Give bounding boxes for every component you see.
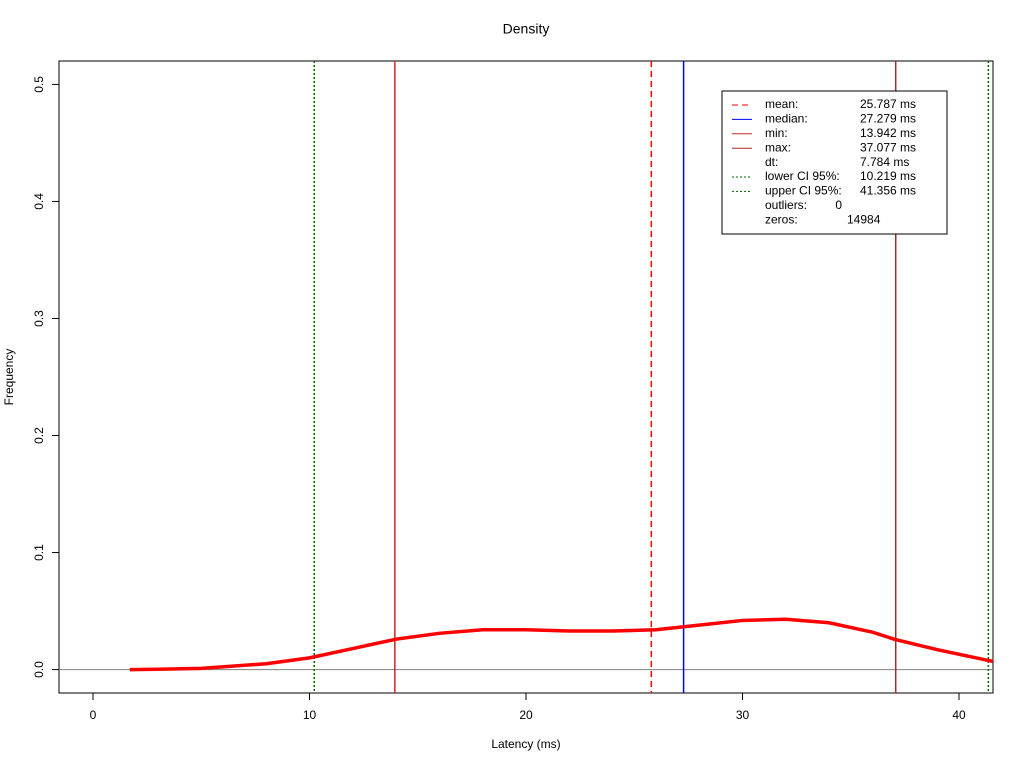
legend-value: 27.279 ms [860,112,916,126]
y-tick-label: 0.0 [32,661,46,678]
x-tick-label: 20 [519,708,533,722]
legend-label: outliers: [765,198,807,212]
legend-value: 13.942 ms [860,126,916,140]
legend-label: lower CI 95%: [765,169,840,183]
legend-value: 14984 [847,212,881,226]
legend-value: 25.787 ms [860,97,916,111]
y-tick-label: 0.5 [32,76,46,93]
y-tick-label: 0.1 [32,544,46,561]
x-tick-label: 40 [952,708,966,722]
x-tick-label: 10 [303,708,317,722]
legend-label: zeros: [765,212,798,226]
x-tick-label: 0 [90,708,97,722]
y-axis-label: Frequency [2,349,16,406]
legend-box [721,90,948,235]
x-axis-label: Latency (ms) [491,737,560,751]
legend-value: 41.356 ms [860,184,916,198]
legend-value: 7.784 ms [860,155,909,169]
legend-label: dt: [765,155,778,169]
legend-value: 10.219 ms [860,169,916,183]
chart-title: Density [503,21,550,37]
y-tick-label: 0.3 [32,310,46,327]
legend-label: upper CI 95%: [765,184,842,198]
legend-value: 0 [835,198,842,212]
y-tick-label: 0.2 [32,427,46,444]
density-curve [129,617,994,672]
legend-label: min: [765,126,788,140]
y-tick-label: 0.4 [32,193,46,210]
legend-value: 37.077 ms [860,140,916,154]
legend-label: mean: [765,97,798,111]
legend-label: median: [765,112,808,126]
legend-label: max: [765,140,791,154]
x-tick-label: 30 [736,708,750,722]
